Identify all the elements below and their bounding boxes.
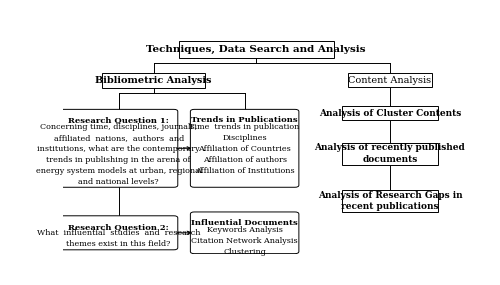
Text: Analysis of Research Gaps in
recent publications: Analysis of Research Gaps in recent publ… bbox=[318, 191, 462, 211]
Text: Content Analysis: Content Analysis bbox=[348, 76, 432, 85]
FancyBboxPatch shape bbox=[190, 212, 299, 254]
Text: Concerning time, disciplines, journals,
affiliated  nations,  authors  and
insti: Concerning time, disciplines, journals, … bbox=[36, 123, 202, 186]
Text: Keywords Analysis
Citation Network Analysis
Clustering: Keywords Analysis Citation Network Analy… bbox=[192, 225, 298, 256]
Text: What  influential  studies  and  research
themes exist in this field?: What influential studies and research th… bbox=[37, 229, 200, 249]
FancyBboxPatch shape bbox=[342, 106, 438, 120]
FancyBboxPatch shape bbox=[348, 73, 432, 87]
FancyBboxPatch shape bbox=[342, 190, 438, 212]
FancyBboxPatch shape bbox=[190, 109, 299, 187]
Text: Trends in Publications: Trends in Publications bbox=[192, 116, 298, 124]
FancyBboxPatch shape bbox=[179, 41, 334, 58]
Text: Research Question 2:: Research Question 2: bbox=[68, 223, 169, 231]
FancyBboxPatch shape bbox=[102, 73, 205, 88]
Text: Time  trends in publication
Disciplines
Affiliation of Countries
Affiliation of : Time trends in publication Disciplines A… bbox=[190, 123, 300, 175]
Text: Techniques, Data Search and Analysis: Techniques, Data Search and Analysis bbox=[146, 45, 366, 54]
Text: Research Question 1:: Research Question 1: bbox=[68, 116, 169, 124]
Text: Analysis of recently published
documents: Analysis of recently published documents bbox=[314, 143, 466, 164]
Text: Influential Documents: Influential Documents bbox=[191, 219, 298, 227]
FancyBboxPatch shape bbox=[60, 216, 178, 250]
Text: Analysis of Cluster Contents: Analysis of Cluster Contents bbox=[319, 109, 461, 118]
FancyBboxPatch shape bbox=[342, 143, 438, 165]
Text: Bibliometric Analysis: Bibliometric Analysis bbox=[96, 76, 212, 85]
FancyBboxPatch shape bbox=[60, 109, 178, 187]
